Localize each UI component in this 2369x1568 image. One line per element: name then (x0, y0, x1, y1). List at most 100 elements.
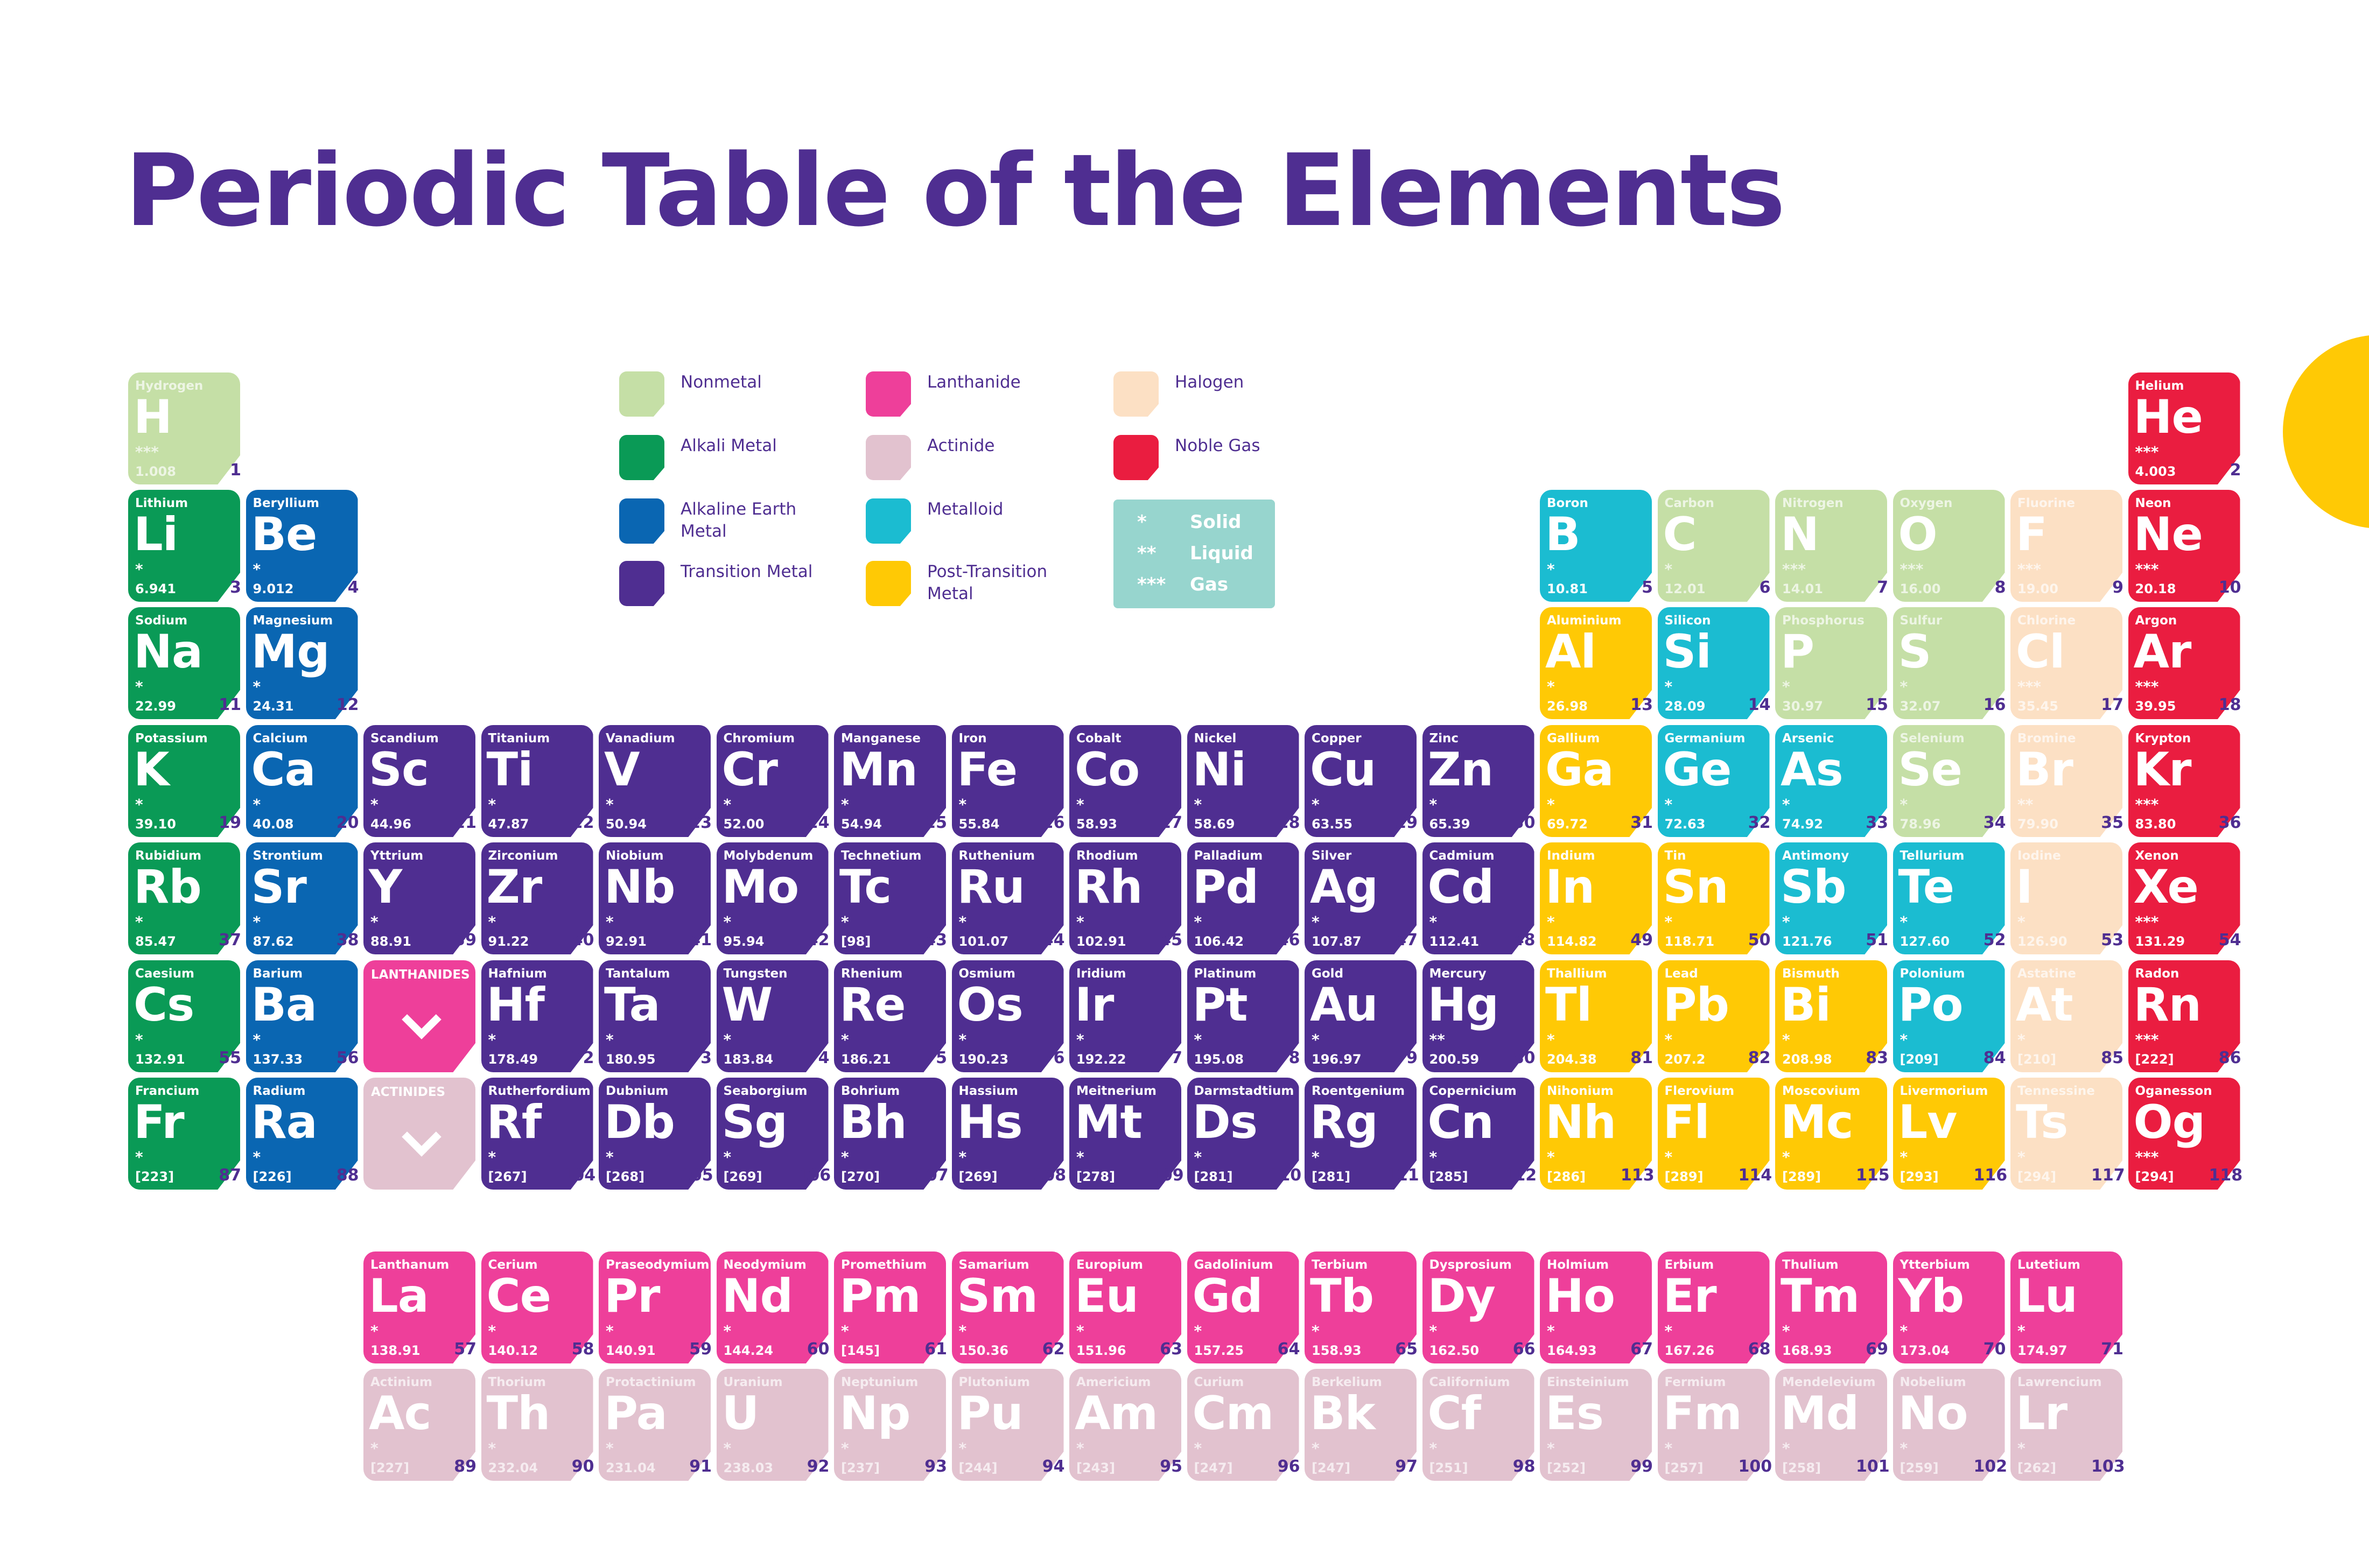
element-number: 92 (807, 1457, 830, 1476)
element-number: 76 (1042, 1049, 1065, 1067)
element-tile-rhodium: Rhodium Rh * 102.91 (1069, 842, 1181, 954)
element-mass: 173.04 (1900, 1343, 1950, 1358)
element-tile-praseodymium: Praseodymium Pr * 140.91 (599, 1251, 711, 1363)
element-symbol: N (1781, 508, 1819, 561)
element-symbol: Po (1898, 978, 1964, 1032)
element-state: * (1194, 796, 1202, 813)
element-name: Sulfur (1900, 614, 1943, 628)
element-name: Dubnium (606, 1084, 669, 1098)
element-number: 23 (689, 813, 712, 832)
element-tile-terbium: Terbium Tb * 158.93 (1305, 1251, 1417, 1363)
element-symbol: V (604, 743, 640, 797)
element-symbol: In (1545, 860, 1595, 914)
element-symbol: Mo (721, 860, 800, 914)
element-state: *** (2135, 1148, 2159, 1166)
element-symbol: Gd (1192, 1269, 1263, 1323)
element-name: Dysprosium (1429, 1258, 1512, 1272)
element-name: Seaborgium (723, 1084, 808, 1098)
element-symbol: Sn (1663, 860, 1729, 914)
element-symbol: Og (2133, 1095, 2206, 1149)
element-number: 69 (1866, 1340, 1888, 1359)
element-state: * (1900, 1148, 1908, 1166)
element-symbol: Cm (1192, 1387, 1274, 1440)
element-tile-platinum: Platinum Pt * 195.08 (1187, 960, 1299, 1072)
legend-swatch (866, 371, 911, 417)
element-mass: [278] (1076, 1169, 1116, 1184)
element-mass: [267] (488, 1169, 527, 1184)
legend-swatch (619, 435, 664, 480)
element-state: *** (2135, 796, 2159, 813)
element-state: * (606, 1322, 614, 1340)
element-state: * (370, 1439, 379, 1457)
element-mass: [270] (841, 1169, 880, 1184)
element-symbol: Au (1310, 978, 1378, 1032)
element-symbol: Br (2016, 743, 2073, 797)
element-tile-chlorine: Chlorine Cl *** 35.45 (2010, 607, 2122, 719)
element-name: Thulium (1782, 1258, 1839, 1272)
element-state: * (841, 1031, 849, 1049)
element-mass: [286] (1547, 1169, 1586, 1184)
element-state: * (1900, 1031, 1908, 1049)
element-mass: 14.01 (1782, 581, 1823, 596)
element-mass: 91.22 (488, 934, 529, 949)
element-number: 11 (219, 695, 241, 714)
element-mass: 101.07 (958, 934, 1009, 949)
element-symbol: Hs (957, 1095, 1023, 1149)
element-state: * (1076, 1031, 1084, 1049)
element-name: Nihonium (1547, 1084, 1614, 1098)
element-number: 37 (219, 931, 241, 950)
element-state: * (370, 1322, 379, 1340)
element-state: * (1312, 1439, 1320, 1457)
element-symbol: Cs (134, 978, 194, 1032)
element-name: Promethium (841, 1258, 927, 1272)
legend-label: Halogen (1175, 372, 1244, 392)
element-state: * (723, 1031, 732, 1049)
element-mass: [281] (1194, 1169, 1233, 1184)
element-name: Nobelium (1900, 1375, 1966, 1389)
element-mass: 63.55 (1312, 817, 1352, 832)
element-tile-mendelevium: Mendelevium Md * [258] (1775, 1369, 1887, 1481)
element-mass: 204.38 (1547, 1052, 1597, 1067)
element-symbol: Fe (957, 743, 1018, 797)
element-tile-hydrogen: Hydrogen H *** 1.008 (128, 372, 240, 484)
element-tile-oxygen: Oxygen O *** 16.00 (1893, 490, 2005, 602)
element-name: Iron (958, 732, 987, 746)
element-number: 8 (1994, 578, 2006, 597)
element-mass: 85.47 (135, 934, 176, 949)
element-name: Germanium (1664, 732, 1746, 746)
element-state: * (1547, 913, 1555, 931)
element-state: * (606, 1148, 614, 1166)
element-state: * (1194, 1322, 1202, 1340)
element-tile-lead: Lead Pb * 207.2 (1657, 960, 1770, 1072)
element-symbol: Re (839, 978, 906, 1032)
element-number: 42 (807, 931, 830, 950)
element-state: * (1664, 1031, 1673, 1049)
element-tile-zirconium: Zirconium Zr * 91.22 (481, 842, 593, 954)
element-symbol: Md (1781, 1387, 1859, 1440)
element-tile-lutetium: Lutetium Lu * 174.97 (2010, 1251, 2122, 1363)
element-name: Chlorine (2017, 614, 2076, 628)
element-name: Iridium (1076, 967, 1126, 981)
element-state: * (1547, 1031, 1555, 1049)
element-tile-meitnerium: Meitnerium Mt * [278] (1069, 1078, 1181, 1190)
element-symbol: Rf (486, 1095, 542, 1149)
element-tile-fluorine: Fluorine F *** 19.00 (2010, 490, 2122, 602)
element-number: 91 (689, 1457, 712, 1476)
element-number: 61 (924, 1340, 947, 1359)
element-number: 81 (1630, 1049, 1653, 1067)
element-tile-molybdenum: Molybdenum Mo * 95.94 (716, 842, 829, 954)
element-mass: [98] (841, 934, 871, 949)
element-symbol: O (1898, 508, 1938, 561)
element-tile-cerium: Cerium Ce * 140.12 (481, 1251, 593, 1363)
element-tile-neodymium: Neodymium Nd * 144.24 (716, 1251, 829, 1363)
element-mass: 10.81 (1547, 581, 1588, 596)
element-name: Polonium (1900, 967, 1965, 981)
element-mass: [258] (1782, 1460, 1821, 1475)
element-tile-silicon: Silicon Si * 28.09 (1657, 607, 1770, 719)
element-state: * (1664, 1322, 1673, 1340)
element-mass: 231.04 (606, 1460, 656, 1475)
element-tile-germanium: Germanium Ge * 72.63 (1657, 725, 1770, 837)
element-state: * (253, 1031, 261, 1049)
element-state: * (1429, 913, 1438, 931)
element-name: Americium (1076, 1375, 1151, 1389)
